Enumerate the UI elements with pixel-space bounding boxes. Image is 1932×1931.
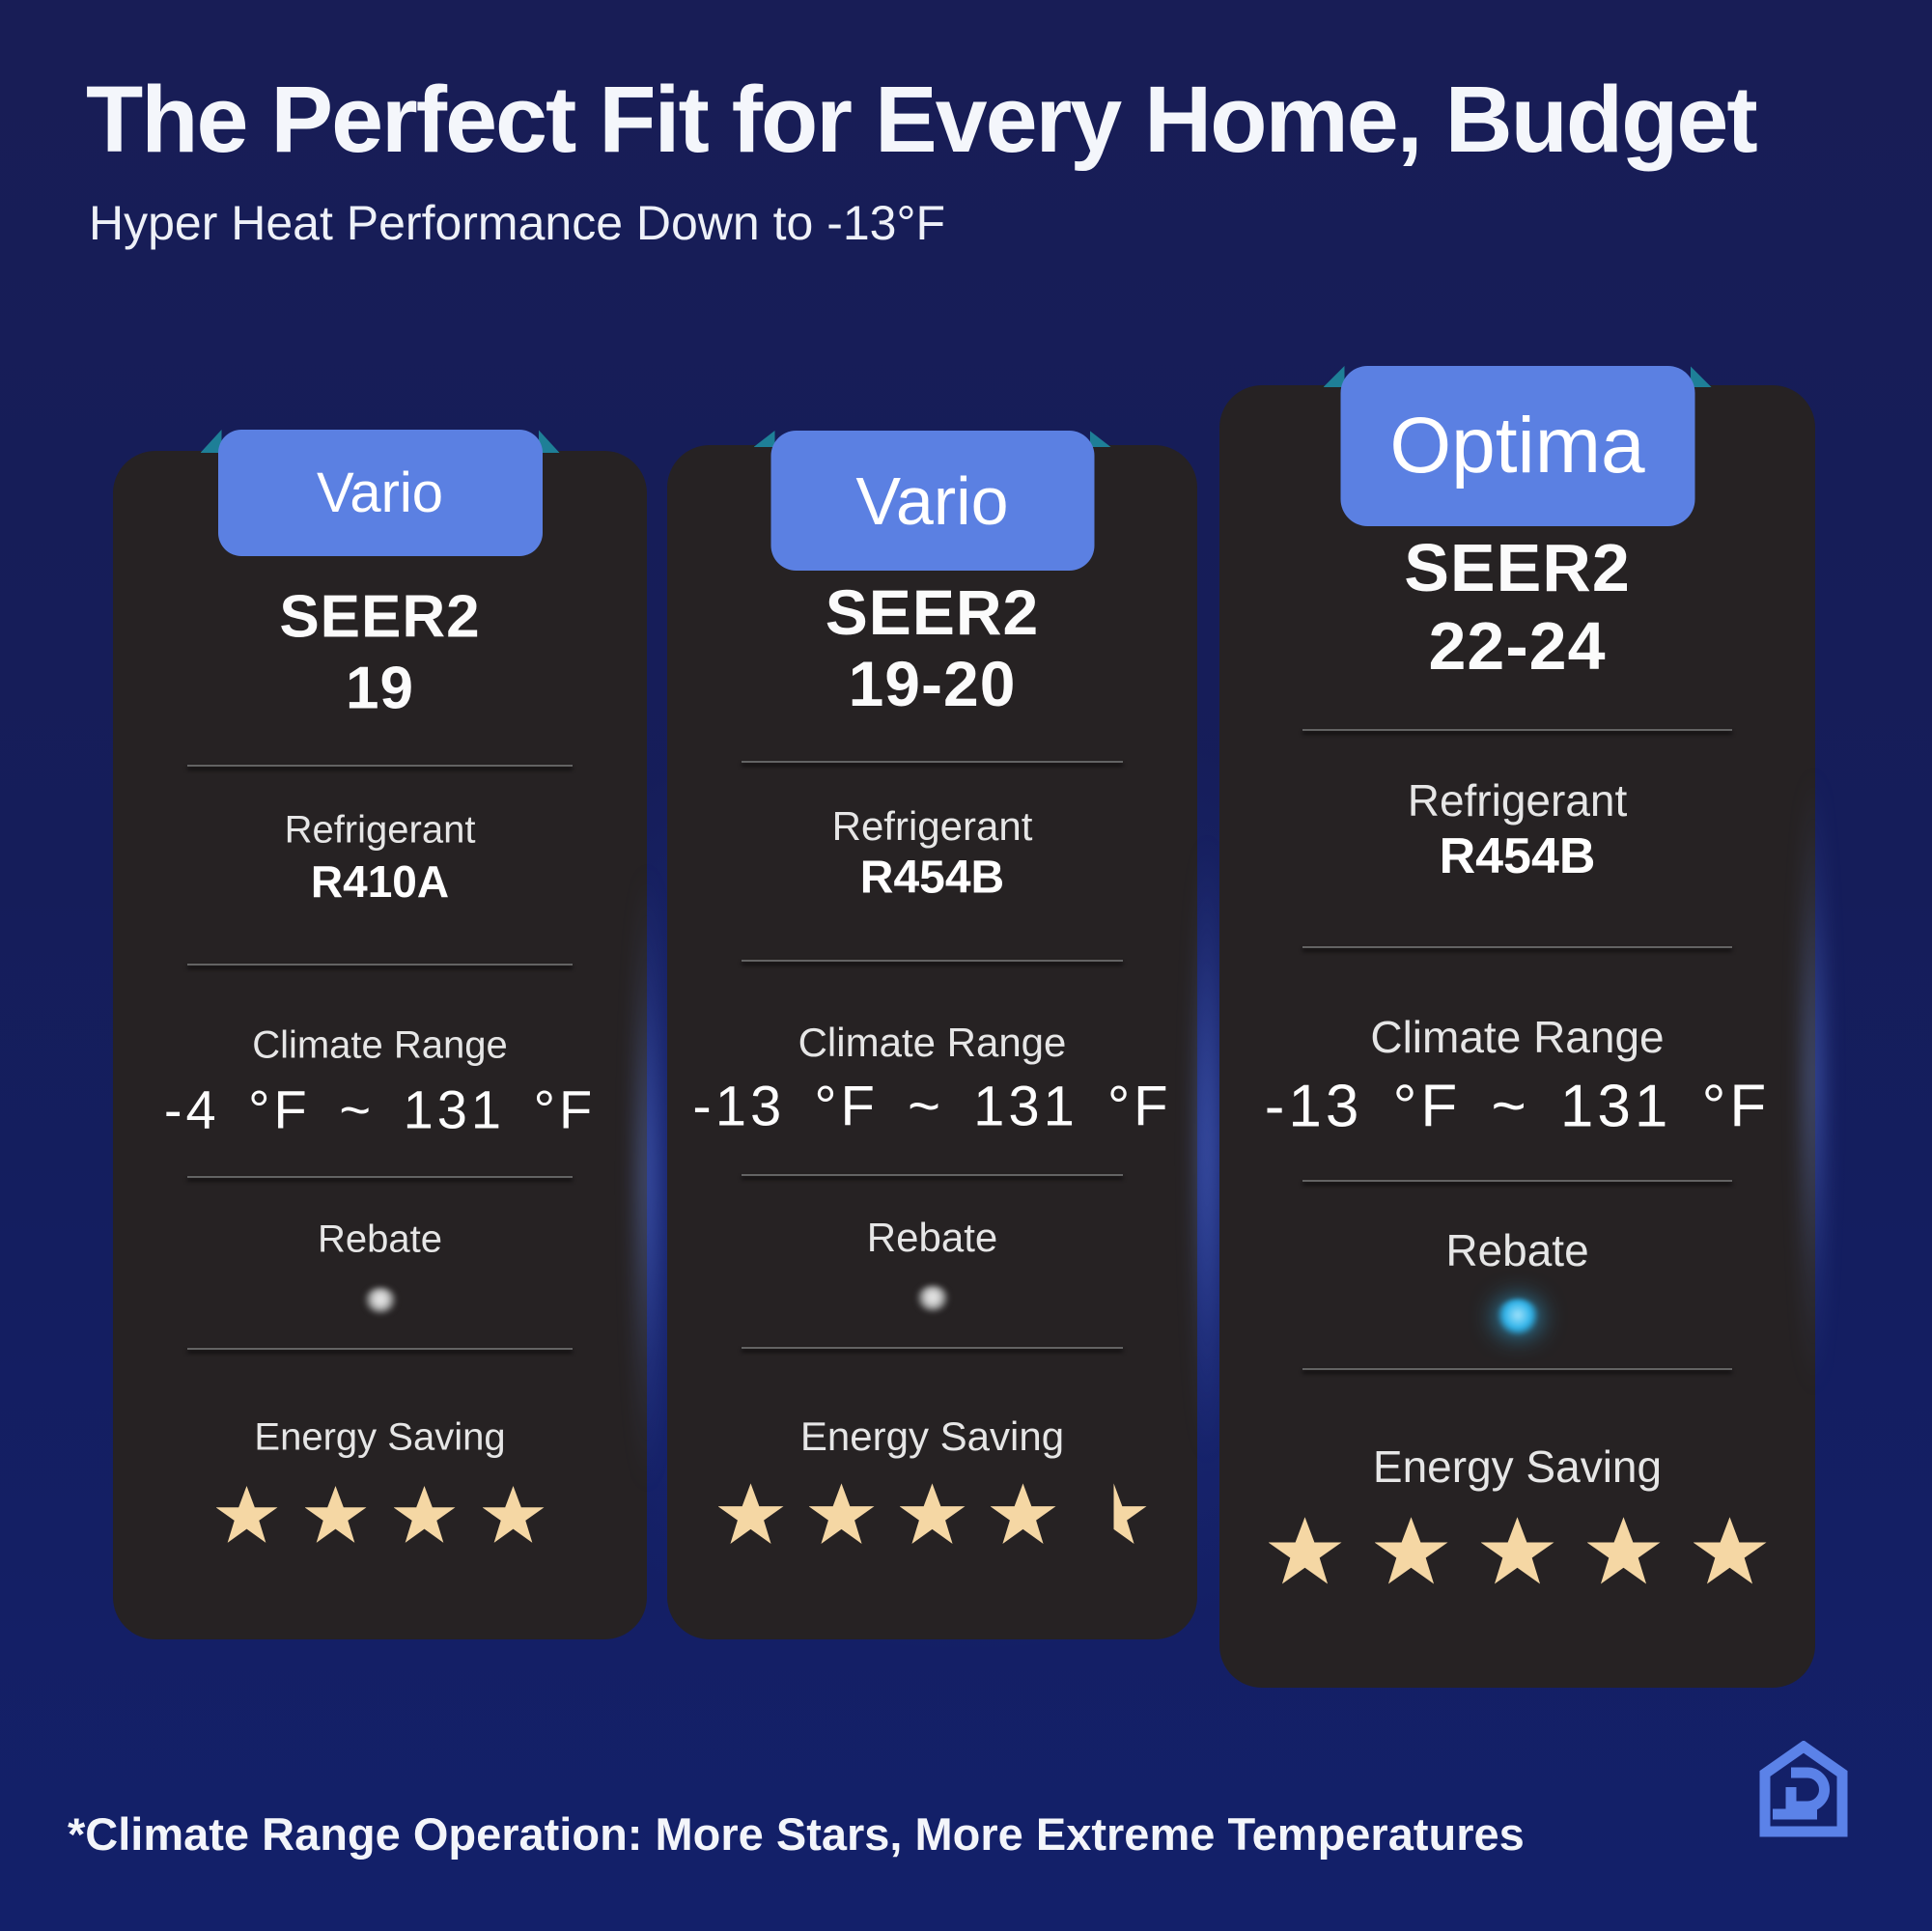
seer2-label: SEER2 [279,583,481,651]
seer2-label: SEER2 [1404,529,1631,605]
energy-star-rating [1219,1517,1815,1587]
product-badge: Optima [1340,366,1694,526]
product-badge-label: Vario [855,462,1009,539]
rebate-indicator-dot [363,1287,397,1314]
star-full-icon [717,1483,784,1545]
divider [741,1173,1124,1176]
refrigerant-value: R410A [310,855,450,907]
edge-glow-right [1792,637,1834,1525]
climate-range-value: -13 °F ~ 131 °F [692,1075,1172,1138]
star-full-icon [1586,1517,1661,1584]
energy-star-rating [113,1485,647,1546]
climate-range-label: Climate Range [252,1023,508,1066]
divider [187,963,573,966]
seer2-value: 19 [346,655,414,722]
seer2-label: SEER2 [825,576,1040,649]
product-badge: Vario [770,431,1094,571]
refrigerant-label: Refrigerant [831,802,1033,849]
energy-saving-label: Energy Saving [254,1415,506,1459]
ribbon-fold-right [1690,366,1712,387]
star-half-icon [1113,1483,1147,1545]
seer2-value: 19-20 [848,648,1017,720]
rebate-label: Rebate [318,1217,442,1261]
rebate-indicator-dot [915,1285,949,1312]
star-full-icon [899,1483,966,1545]
rebate-label: Rebate [866,1215,998,1261]
energy-saving-label: Energy Saving [1372,1441,1663,1492]
product-card-optima: Optima SEER2 22-24 Refrigerant R454B Cli… [1219,366,1815,1688]
refrigerant-label: Refrigerant [1407,775,1628,826]
refrigerant-value: R454B [859,852,1005,904]
climate-range-footnote: *Climate Range Operation: More Stars, Mo… [68,1808,1525,1860]
star-full-icon [1693,1517,1767,1584]
divider [187,764,573,767]
star-full-icon [215,1485,278,1543]
star-full-icon [304,1485,367,1543]
star-full-icon [1480,1517,1554,1584]
refrigerant-value: R454B [1439,828,1596,885]
divider [1302,729,1732,732]
page-title: The Perfect Fit for Every Home, Budget [86,67,1758,172]
energy-star-rating [667,1483,1197,1547]
edge-glow-left [626,734,668,1622]
star-full-icon [808,1483,875,1545]
product-card-vario-seer19: Vario SEER2 19 Refrigerant R410A Climate… [113,430,647,1639]
refrigerant-label: Refrigerant [284,808,476,852]
star-full-icon [1374,1517,1448,1584]
divider [187,1348,573,1351]
product-badge-label: Optima [1389,402,1645,490]
divider [187,1175,573,1178]
climate-range-label: Climate Range [798,1019,1067,1065]
product-badge-label: Vario [316,462,444,524]
climate-range-value: -4 °F ~ 131 °F [163,1078,597,1140]
rebate-label: Rebate [1445,1224,1589,1275]
product-card-vario-seer19-20: Vario SEER2 19-20 Refrigerant R454B Clim… [667,431,1197,1639]
star-full-icon [482,1485,545,1543]
divider [1302,946,1732,949]
star-full-icon [1268,1517,1342,1584]
divider [741,1346,1124,1349]
divider [1302,1368,1732,1371]
divider [1302,1179,1732,1182]
rebate-indicator-dot [1495,1298,1540,1335]
star-full-icon [393,1485,456,1543]
divider [741,760,1124,763]
house-d-logo-icon [1759,1741,1848,1837]
climate-range-value: -13 °F ~ 131 °F [1264,1073,1771,1140]
star-full-icon [990,1483,1056,1545]
climate-range-label: Climate Range [1370,1011,1665,1062]
product-badge: Vario [217,430,543,556]
seer2-value: 22-24 [1428,607,1607,684]
divider [741,960,1124,963]
page-subtitle: Hyper Heat Performance Down to -13°F [89,196,946,250]
energy-saving-label: Energy Saving [799,1413,1065,1459]
